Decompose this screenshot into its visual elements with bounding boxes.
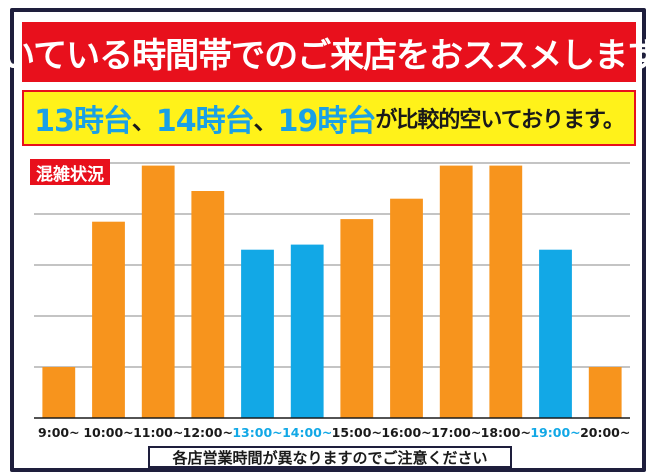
footer-note: 各店営業時間が異なりますのでご注意ください xyxy=(148,446,512,468)
bar-1000 xyxy=(92,221,125,418)
bar-1200 xyxy=(191,191,225,418)
bar-1900 xyxy=(539,249,572,418)
tick-label: 19:00~ xyxy=(530,425,580,440)
tick-label: 14:00~ xyxy=(282,425,332,440)
tick-label: 13:00~ xyxy=(232,425,282,440)
bar-900 xyxy=(42,367,76,418)
bar-1300 xyxy=(241,249,274,418)
title-banner: 空いている時間帯でのご来店をおススメします。 xyxy=(0,22,660,82)
bar-2000 xyxy=(588,367,622,418)
bar-1700 xyxy=(439,165,473,418)
separator-1: 、 xyxy=(131,106,156,135)
tick-label: 18:00~ xyxy=(481,425,531,440)
bar-1100 xyxy=(141,165,175,418)
bar-1500 xyxy=(340,219,374,418)
highlight-time-3: 19時台 xyxy=(277,104,377,139)
title-text: 空いている時間帯でのご来店をおススメします。 xyxy=(0,35,660,76)
highlight-time-1: 13時台 xyxy=(34,104,133,139)
separator-2: 、 xyxy=(253,106,278,135)
bar-1600 xyxy=(390,198,423,418)
tick-label: 17:00~ xyxy=(431,425,481,440)
tick-label: 9:00~ xyxy=(38,425,80,440)
tick-label: 12:00~ xyxy=(183,425,233,440)
bar-1400 xyxy=(290,244,324,418)
tick-label: 10:00~ xyxy=(83,425,133,440)
tick-label: 16:00~ xyxy=(381,425,431,440)
bar-1800 xyxy=(489,165,523,418)
highlight-time-2: 14時台 xyxy=(155,104,255,139)
subtitle-banner: 13時台 、 14時台 、 19時台 が比較的空いております。 xyxy=(22,90,636,146)
tick-label: 11:00~ xyxy=(133,425,183,440)
tick-label: 20:00~ xyxy=(580,425,630,440)
chart-title: 混雑状況 xyxy=(30,159,110,185)
subtitle-rest: が比較的空いております。 xyxy=(375,108,624,133)
tick-label: 15:00~ xyxy=(332,425,382,440)
